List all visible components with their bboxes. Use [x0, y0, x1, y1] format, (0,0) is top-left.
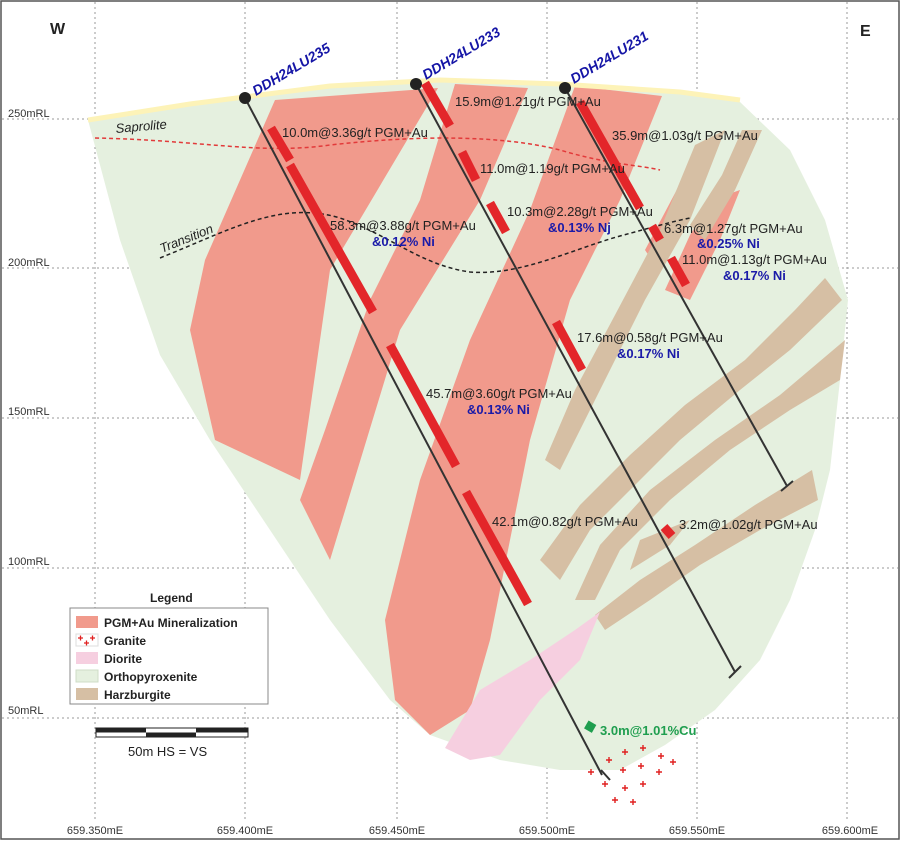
nickel-label-i11: &0.25% Ni: [697, 236, 760, 251]
compass-east: E: [860, 23, 871, 40]
legend-item-granite: Granite: [104, 634, 146, 648]
nickel-label-i12: &0.17% Ni: [723, 268, 786, 283]
intercept-label-i6: 11.0m@1.19g/t PGM+Au: [480, 161, 625, 176]
scale-seg: [196, 728, 248, 733]
legend: Legend PGM+Au Mineralization Granite Dio…: [70, 591, 268, 704]
legend-item-harz: Harzburgite: [104, 688, 171, 702]
intercept-label-i13: 3.2m@1.02g/t PGM+Au: [679, 517, 818, 532]
intercept-label-i5: 15.9m@1.21g/t PGM+Au: [455, 94, 601, 109]
scale-seg: [146, 733, 196, 738]
collar-233: [410, 78, 422, 90]
easting-label: 659.350mE: [67, 825, 123, 837]
intercept-label-i11: 6.3m@1.27g/t PGM+Au: [664, 221, 803, 236]
elevation-label: 200mRL: [8, 257, 50, 269]
easting-label: 659.550mE: [669, 825, 725, 837]
legend-item-pgm: PGM+Au Mineralization: [104, 616, 238, 630]
intercept-label-i3: 45.7m@3.60g/t PGM+Au: [426, 386, 572, 401]
legend-swatch-harz: [76, 688, 98, 700]
nickel-label-i8: &0.17% Ni: [617, 346, 680, 361]
collar-235: [239, 92, 251, 104]
intercept-label-i8: 17.6m@0.58g/t PGM+Au: [577, 330, 723, 345]
intercept-bar-i13: [664, 527, 672, 536]
legend-item-diorite: Diorite: [104, 652, 142, 666]
collar-231: [559, 82, 571, 94]
intercept-label-i12: 11.0m@1.13g/t PGM+Au: [682, 252, 827, 267]
easting-label: 659.450mE: [369, 825, 425, 837]
intercept-label-i1: 10.0m@3.36g/t PGM+Au: [282, 125, 428, 140]
intercept-label-i7: 10.3m@2.28g/t PGM+Au: [507, 204, 653, 219]
nickel-label-i2: &0.12% Ni: [372, 234, 435, 249]
scale-seg: [96, 728, 146, 733]
cross-section: W E 250mRL 200mRL 150mRL 100mRL 50mRL 65…: [0, 0, 900, 840]
elevation-label: 100mRL: [8, 556, 50, 568]
easting-label: 659.500mE: [519, 825, 575, 837]
nickel-label-i7: &0.13% Nj: [548, 220, 611, 235]
legend-title: Legend: [150, 591, 193, 605]
elevation-label: 150mRL: [8, 406, 50, 418]
legend-item-ortho: Orthopyroxenite: [104, 670, 198, 684]
intercept-label-i4: 42.1m@0.82g/t PGM+Au: [492, 514, 638, 529]
legend-swatch-diorite: [76, 652, 98, 664]
nickel-label-i3: &0.13% Ni: [467, 402, 530, 417]
section-canvas: W E 250mRL 200mRL 150mRL 100mRL 50mRL 65…: [0, 0, 900, 840]
scale-label: 50m HS = VS: [128, 744, 207, 759]
compass-west: W: [50, 21, 66, 38]
intercept-label-i2: 58.3m@3.88g/t PGM+Au: [330, 218, 476, 233]
intercept-label-i10: 35.9m@1.03g/t PGM+Au: [612, 128, 758, 143]
legend-swatch-pgm: [76, 616, 98, 628]
intercept-label-i9: 3.0m@1.01%Cu: [600, 723, 697, 738]
elevation-label: 250mRL: [8, 108, 50, 120]
elevation-label: 50mRL: [8, 705, 43, 717]
easting-label: 659.400mE: [217, 825, 273, 837]
easting-label: 659.600mE: [822, 825, 878, 837]
legend-swatch-ortho: [76, 670, 98, 682]
